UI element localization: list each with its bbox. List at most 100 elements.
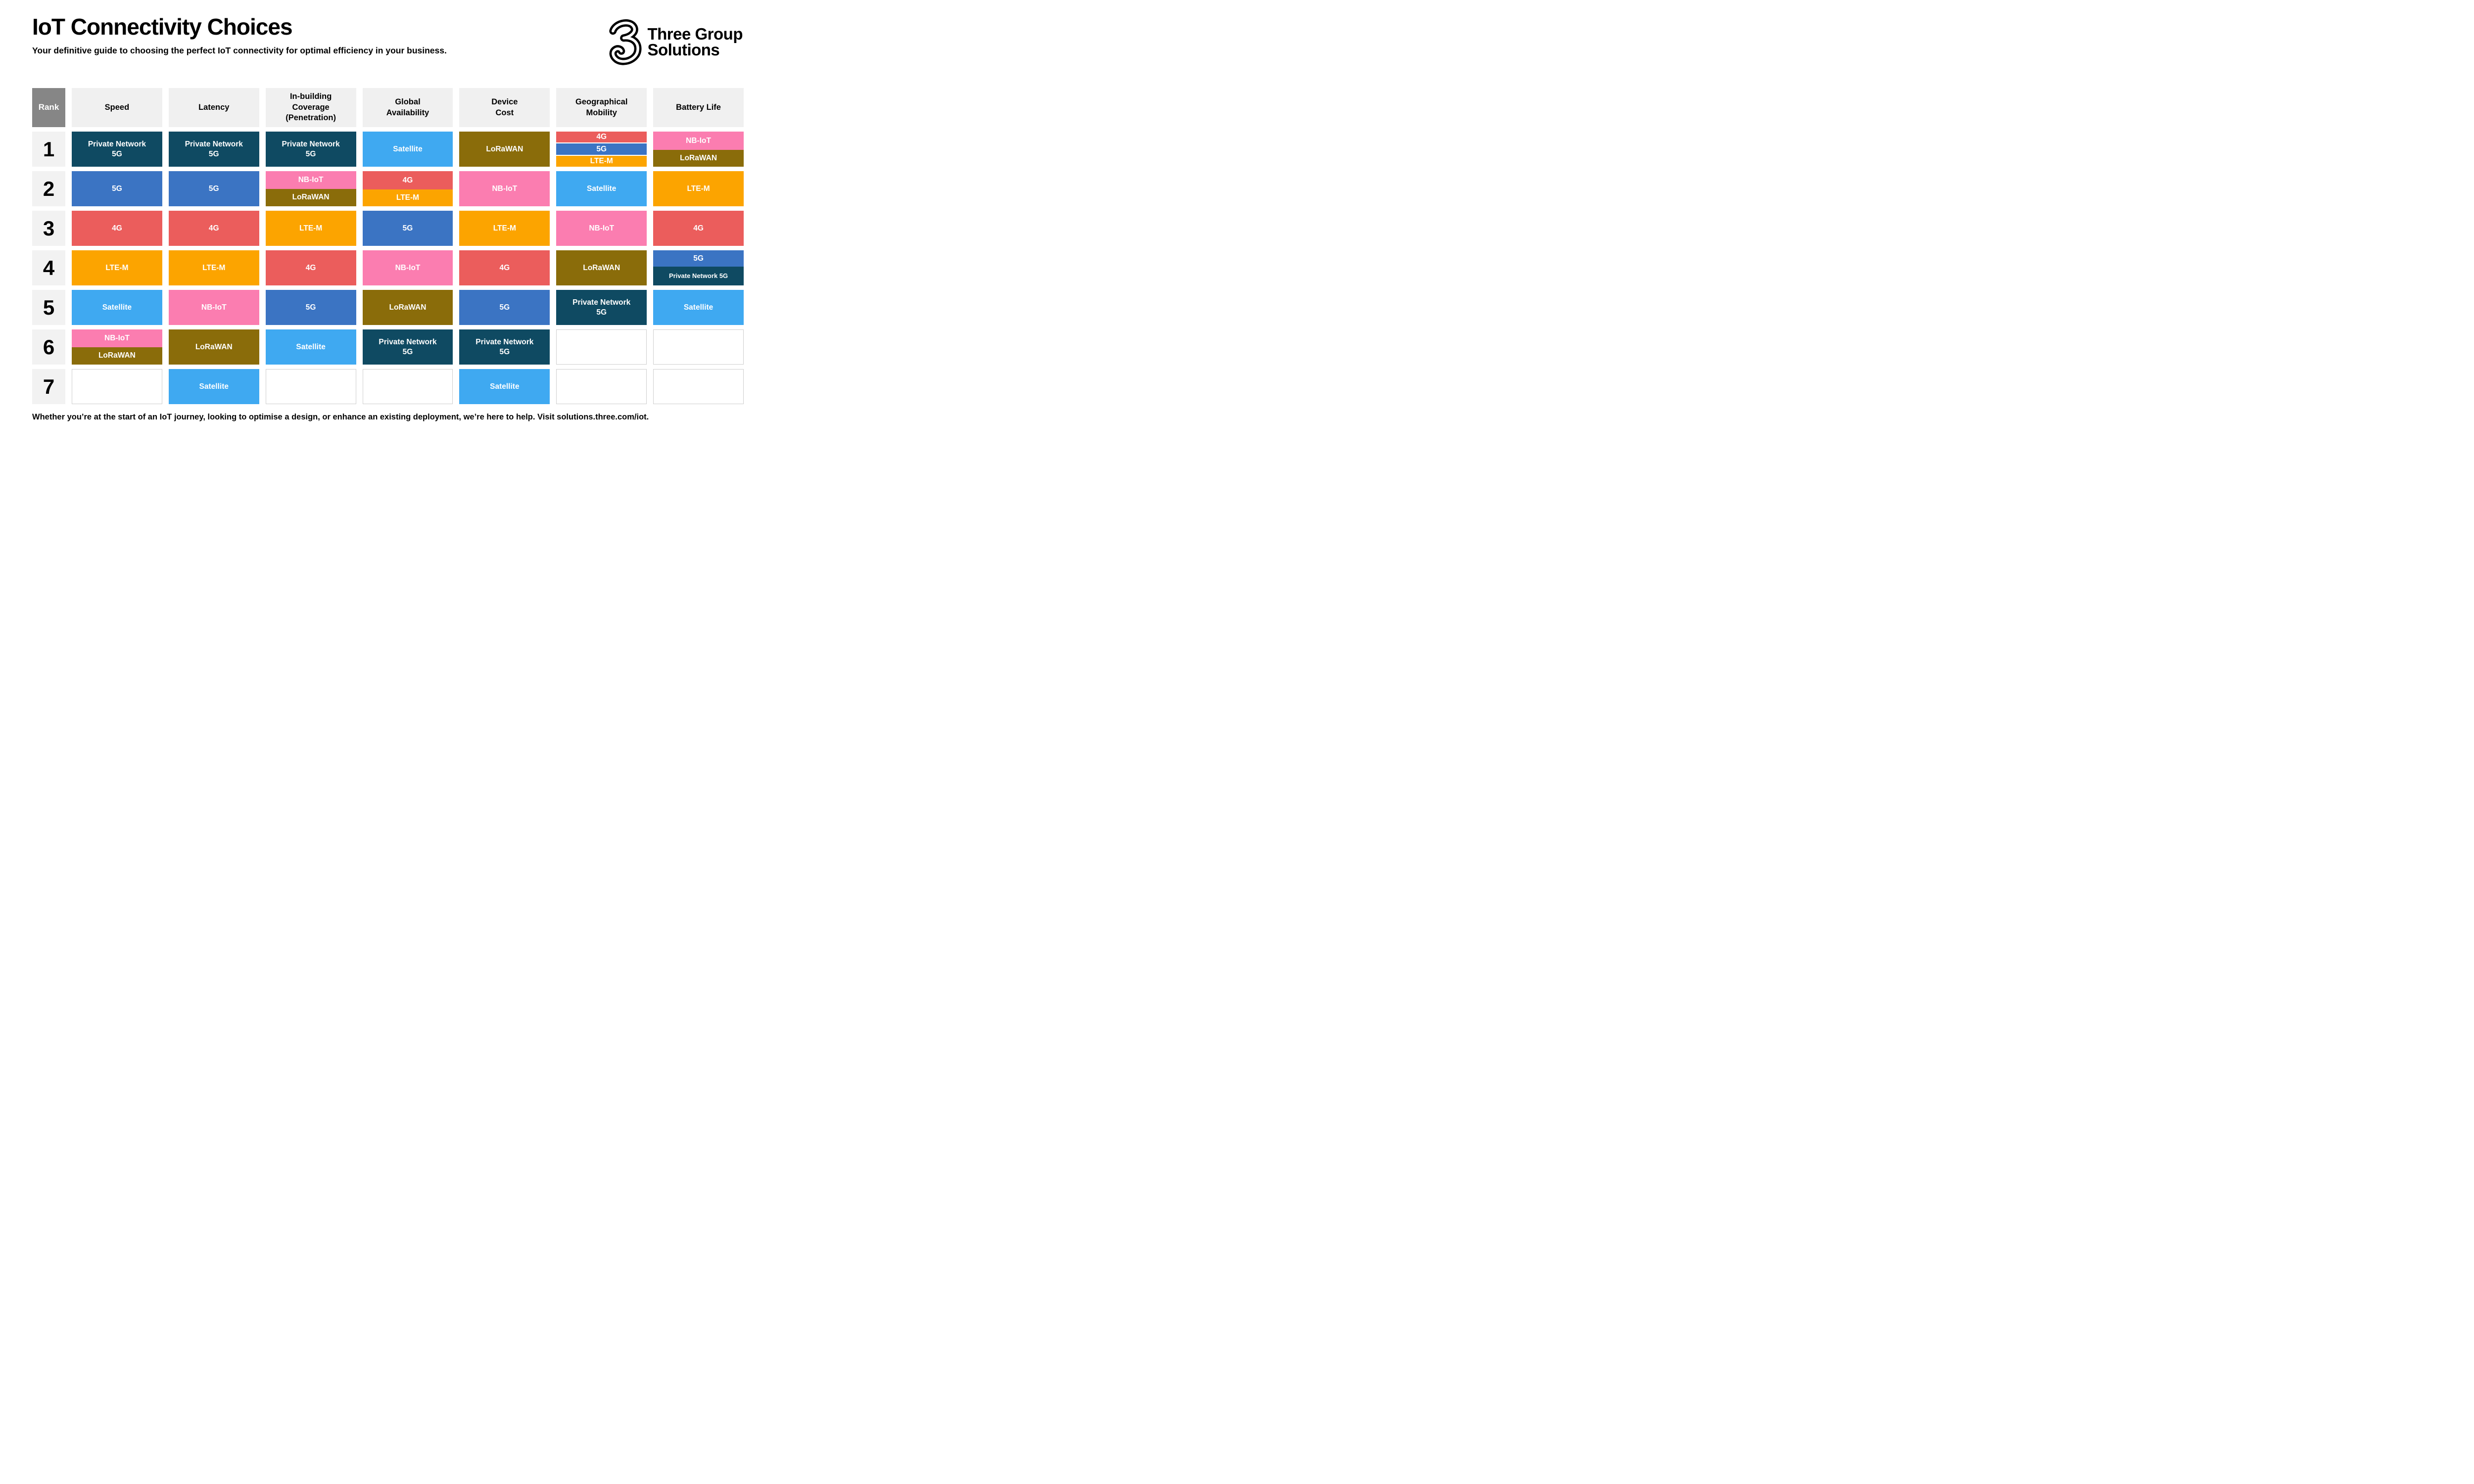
empty-cell-geographical-mobility-rank-7 bbox=[556, 369, 647, 404]
cell-device-cost-rank-4: 4G bbox=[459, 250, 550, 285]
cell-in-building-coverage-penetration-rank-1: Private Network 5G bbox=[265, 132, 356, 167]
tech-chip-satellite: Satellite bbox=[459, 369, 550, 404]
cell-device-cost-rank-5: 5G bbox=[459, 290, 550, 325]
tech-chip-lorawan: LoRaWAN bbox=[653, 149, 744, 167]
cell-in-building-coverage-penetration-rank-3: LTE-M bbox=[265, 211, 356, 246]
tech-chip-nb-iot: NB-IoT bbox=[459, 171, 550, 206]
column-header-device-cost: Device Cost bbox=[459, 88, 550, 127]
cell-in-building-coverage-penetration-rank-5: 5G bbox=[265, 290, 356, 325]
empty-cell-global-availability-rank-7 bbox=[362, 369, 453, 404]
tech-chip-5g: 5G bbox=[168, 171, 259, 206]
page-subtitle: Your definitive guide to choosing the pe… bbox=[32, 46, 447, 56]
tech-chip-nb-iot: NB-IoT bbox=[362, 250, 453, 285]
cell-latency-rank-5: NB-IoT bbox=[168, 290, 259, 325]
cell-speed-rank-4: LTE-M bbox=[72, 250, 162, 285]
brand-lockup: Three Group Solutions bbox=[604, 18, 743, 66]
cell-geographical-mobility-rank-4: LoRaWAN bbox=[556, 250, 647, 285]
cell-global-availability-rank-5: LoRaWAN bbox=[362, 290, 453, 325]
tech-chip-lte-m: LTE-M bbox=[168, 250, 259, 285]
cell-speed-rank-3: 4G bbox=[72, 211, 162, 246]
tech-chip-4g: 4G bbox=[362, 171, 453, 189]
tech-chip-satellite: Satellite bbox=[653, 290, 744, 325]
footer-text: Whether you’re at the start of an IoT jo… bbox=[32, 413, 649, 421]
tech-chip-5g: 5G bbox=[653, 250, 744, 267]
cell-device-cost-rank-2: NB-IoT bbox=[459, 171, 550, 206]
empty-cell-battery-life-rank-7 bbox=[653, 369, 744, 404]
cell-global-availability-rank-6: Private Network 5G bbox=[362, 329, 453, 365]
cell-speed-rank-5: Satellite bbox=[72, 290, 162, 325]
connectivity-table: Rank Speed Latency In-building Coverage (Pene… bbox=[32, 88, 744, 404]
cell-geographical-mobility-rank-5: Private Network 5G bbox=[556, 290, 647, 325]
cell-battery-life-rank-1: NB-IoT LoRaWAN bbox=[653, 132, 744, 167]
tech-chip-lte-m: LTE-M bbox=[653, 171, 744, 206]
rank-cell-2: 2 bbox=[32, 171, 65, 206]
title-block: IoT Connectivity Choices Your definitive… bbox=[32, 15, 447, 56]
main-content: Rank Speed Latency In-building Coverage (Pene… bbox=[32, 88, 744, 404]
page-footer: Whether you’re at the start of an IoT jo… bbox=[32, 412, 744, 422]
tech-chip-lorawan: LoRaWAN bbox=[72, 347, 162, 365]
tech-chip-satellite: Satellite bbox=[362, 132, 453, 167]
cell-in-building-coverage-penetration-rank-6: Satellite bbox=[265, 329, 356, 365]
tech-chip-satellite: Satellite bbox=[265, 329, 356, 365]
page-header: IoT Connectivity Choices Your definitive… bbox=[32, 15, 744, 66]
cell-latency-rank-1: Private Network 5G bbox=[168, 132, 259, 167]
rank-cell-7: 7 bbox=[32, 369, 65, 404]
tech-chip-nb-iot: NB-IoT bbox=[72, 329, 162, 347]
cell-geographical-mobility-rank-3: NB-IoT bbox=[556, 211, 647, 246]
column-header-geographical-mobility: Geographical Mobility bbox=[556, 88, 647, 127]
tech-chip-private-network-5g: Private Network 5G bbox=[72, 132, 162, 167]
cell-speed-rank-1: Private Network 5G bbox=[72, 132, 162, 167]
rank-cell-6: 6 bbox=[32, 329, 65, 365]
tech-chip-private-network-5g: Private Network 5G bbox=[459, 329, 550, 365]
tech-chip-lte-m: LTE-M bbox=[72, 250, 162, 285]
rank-column-header: Rank bbox=[32, 88, 65, 127]
tech-chip-private-network-5g: Private Network 5G bbox=[362, 329, 453, 365]
tech-chip-4g: 4G bbox=[265, 250, 356, 285]
rank-cell-3: 3 bbox=[32, 211, 65, 246]
cell-global-availability-rank-2: 4G LTE-M bbox=[362, 171, 453, 206]
cell-latency-rank-2: 5G bbox=[168, 171, 259, 206]
brand-name: Three Group Solutions bbox=[647, 26, 743, 58]
tech-chip-nb-iot: NB-IoT bbox=[653, 132, 744, 150]
tech-chip-satellite: Satellite bbox=[556, 171, 647, 206]
tech-chip-nb-iot: NB-IoT bbox=[556, 211, 647, 246]
cell-latency-rank-7: Satellite bbox=[168, 369, 259, 404]
cell-in-building-coverage-penetration-rank-4: 4G bbox=[265, 250, 356, 285]
rank-cell-1: 1 bbox=[32, 132, 65, 167]
rank-cell-5: 5 bbox=[32, 290, 65, 325]
tech-chip-private-network-5g: Private Network 5G bbox=[168, 132, 259, 167]
empty-cell-battery-life-rank-6 bbox=[653, 329, 744, 365]
cell-speed-rank-2: 5G bbox=[72, 171, 162, 206]
tech-chip-lorawan: LoRaWAN bbox=[362, 290, 453, 325]
cell-global-availability-rank-1: Satellite bbox=[362, 132, 453, 167]
tech-chip-4g: 4G bbox=[168, 211, 259, 246]
cell-battery-life-rank-3: 4G bbox=[653, 211, 744, 246]
tech-chip-5g: 5G bbox=[72, 171, 162, 206]
brand-name-line1: Three Group bbox=[647, 25, 743, 43]
page-title: IoT Connectivity Choices bbox=[32, 14, 293, 40]
cell-global-availability-rank-3: 5G bbox=[362, 211, 453, 246]
tech-chip-lte-m: LTE-M bbox=[362, 189, 453, 206]
tech-chip-private-network-5g: Private Network 5G bbox=[265, 132, 356, 167]
cell-latency-rank-3: 4G bbox=[168, 211, 259, 246]
tech-chip-lorawan: LoRaWAN bbox=[556, 250, 647, 285]
cell-latency-rank-6: LoRaWAN bbox=[168, 329, 259, 365]
tech-chip-lorawan: LoRaWAN bbox=[265, 188, 356, 206]
cell-global-availability-rank-4: NB-IoT bbox=[362, 250, 453, 285]
cell-device-cost-rank-1: LoRaWAN bbox=[459, 132, 550, 167]
cell-latency-rank-4: LTE-M bbox=[168, 250, 259, 285]
tech-chip-4g: 4G bbox=[72, 211, 162, 246]
tech-chip-lorawan: LoRaWAN bbox=[459, 132, 550, 167]
cell-battery-life-rank-4: 5G Private Network 5G bbox=[653, 250, 744, 285]
tech-chip-4g: 4G bbox=[653, 211, 744, 246]
cell-battery-life-rank-2: LTE-M bbox=[653, 171, 744, 206]
tech-chip-private-network-5g: Private Network 5G bbox=[653, 267, 744, 285]
cell-device-cost-rank-3: LTE-M bbox=[459, 211, 550, 246]
tech-chip-lte-m: LTE-M bbox=[556, 155, 647, 167]
column-header-speed: Speed bbox=[72, 88, 162, 127]
tech-chip-4g: 4G bbox=[459, 250, 550, 285]
tech-chip-satellite: Satellite bbox=[168, 369, 259, 404]
empty-cell-in-building-coverage-penetration-rank-7 bbox=[265, 369, 356, 404]
brand-name-line2: Solutions bbox=[647, 41, 720, 59]
tech-chip-nb-iot: NB-IoT bbox=[265, 171, 356, 189]
